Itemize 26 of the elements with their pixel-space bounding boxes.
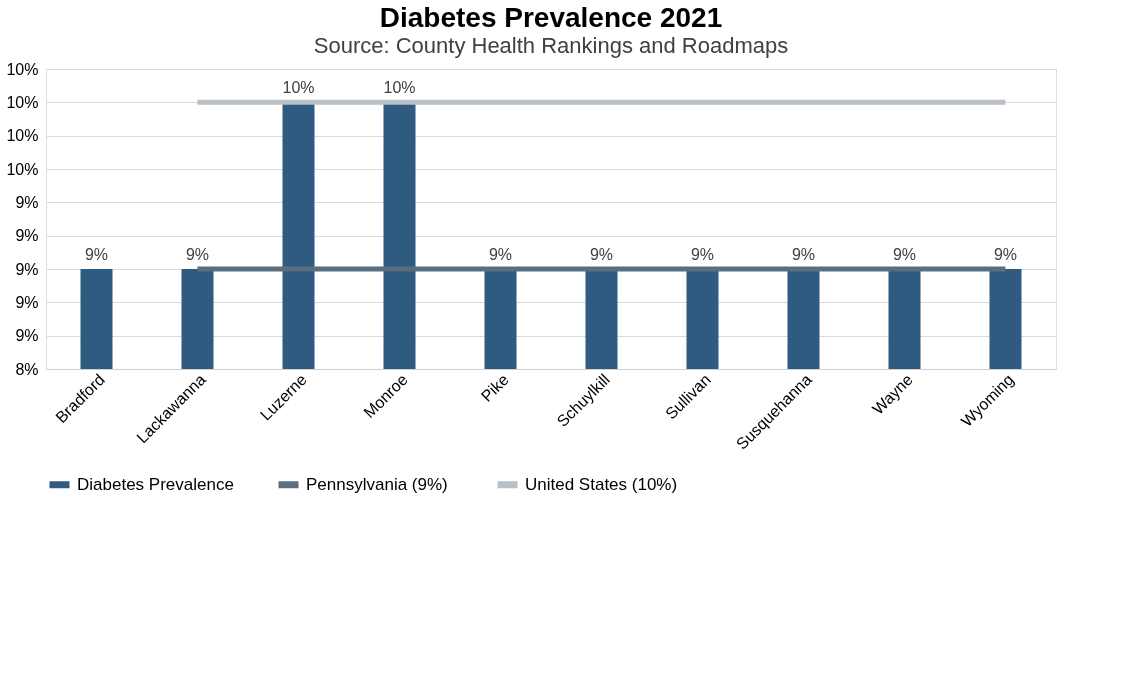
chart-subtitle: Source: County Health Rankings and Roadmaps	[313, 33, 789, 58]
data-label: 9%	[892, 246, 917, 263]
y-tick-label: 10%	[6, 93, 39, 111]
y-tick-label: 9%	[15, 293, 39, 311]
y-tick-label: 10%	[6, 127, 39, 145]
data-label: 10%	[282, 79, 315, 97]
chart-title: Diabetes Prevalence 2021	[379, 2, 723, 33]
x-tick-label: Pike	[477, 370, 512, 405]
data-label: 9%	[84, 246, 109, 263]
y-tick-label: 10%	[6, 160, 39, 178]
y-tick-label: 9%	[15, 327, 39, 345]
legend-label: United States (10%)	[525, 474, 678, 494]
y-tick-label: 9%	[15, 193, 39, 211]
y-tick-label: 9%	[15, 227, 39, 245]
data-label: 9%	[791, 246, 816, 263]
data-label: 9%	[185, 246, 210, 263]
data-label: 9%	[690, 246, 715, 263]
y-tick-label: 9%	[15, 260, 39, 278]
legend-label: Diabetes Prevalence	[77, 474, 234, 494]
data-label: 9%	[589, 246, 614, 263]
data-label: 10%	[383, 79, 416, 97]
y-tick-label: 10%	[6, 60, 39, 78]
data-label: 9%	[488, 246, 513, 263]
y-tick-label: 8%	[15, 360, 39, 378]
data-label: 9%	[993, 246, 1018, 263]
legend-label: Pennsylvania (9%)	[306, 474, 448, 494]
